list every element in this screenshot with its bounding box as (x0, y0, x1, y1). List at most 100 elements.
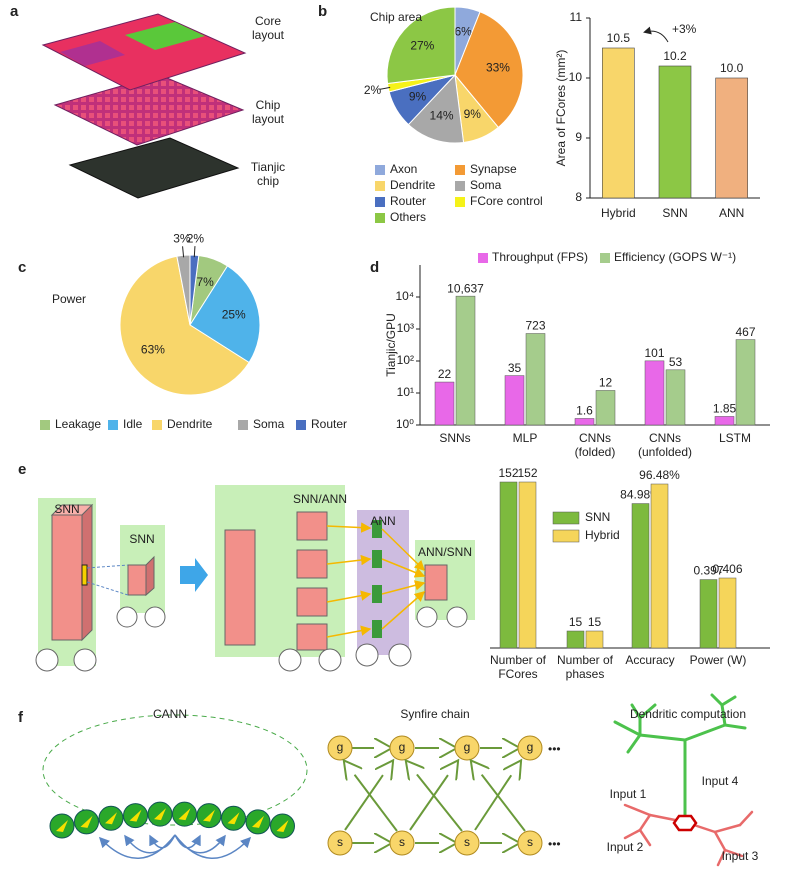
annotation-arrow (643, 26, 669, 43)
legend-label: SNN (585, 510, 610, 524)
legend-label: Dendrite (167, 417, 213, 431)
legend-label: Router (311, 417, 347, 431)
value-label: 101 (644, 346, 664, 360)
bar (658, 65, 692, 199)
neuron-arrow (203, 809, 215, 822)
bar (714, 416, 735, 426)
neuron-arrow (227, 812, 240, 825)
input-label: Input 3 (722, 849, 759, 863)
slice-label: 3% (173, 232, 191, 246)
value-label: 10.2 (663, 49, 687, 63)
slice-label: 9% (409, 89, 427, 103)
y-tick-label: 10¹ (397, 385, 414, 399)
legend-swatch (478, 253, 488, 263)
node (517, 735, 543, 761)
bar (504, 375, 525, 426)
input-label: Input 1 (610, 787, 647, 801)
value-label: 152 (498, 466, 518, 480)
neuron-arrow (178, 808, 191, 821)
x-tick-label: CNNs (unfolded) (637, 431, 693, 459)
y-tick-label: 9 (575, 130, 582, 144)
legend-swatch (375, 165, 385, 175)
neuron-arrow (105, 812, 117, 825)
slice-label: 6% (454, 24, 472, 38)
legend-label: Leakage (55, 417, 101, 431)
legend-label: Efficiency (GOPS W⁻¹) (614, 250, 736, 264)
dendrite-diagram (613, 693, 754, 867)
value-label: 723 (525, 319, 545, 333)
bar (566, 630, 585, 649)
pie-slice (407, 73, 465, 144)
value-label: 0.397 (693, 564, 723, 578)
slice-label: 9% (464, 107, 482, 121)
slice-label: 25% (222, 307, 246, 321)
node (454, 735, 480, 761)
layer-label: Core layout (251, 14, 285, 42)
legend-label: Axon (390, 162, 417, 176)
node-label: s (464, 835, 470, 849)
legend-label: Idle (123, 417, 143, 431)
slice-label: 2% (364, 83, 382, 97)
bar (455, 295, 476, 426)
value-label: 22 (438, 367, 452, 381)
y-tick-label: 10³ (397, 321, 414, 335)
bar (631, 503, 650, 649)
x-tick-label: Accuracy (625, 653, 675, 667)
panel-letter: a (10, 3, 19, 20)
neuron-arrow (56, 820, 68, 832)
block-label: SNN (129, 532, 154, 546)
block-label: ANN/SNN (418, 545, 472, 559)
legend-swatch (455, 197, 465, 207)
cann-diagram (42, 714, 308, 859)
chip-layers (41, 13, 247, 199)
value-label: 10,637 (447, 281, 484, 295)
bar (499, 481, 518, 649)
block-label: ANN (370, 514, 395, 528)
y-tick-label: 10⁰ (396, 417, 414, 431)
bar (602, 47, 635, 199)
x-tick-label: ANN (719, 206, 744, 220)
x-tick-label: MLP (512, 431, 538, 445)
legend-swatch (238, 420, 248, 430)
legend-label: Soma (253, 417, 285, 431)
synfire-diagram (344, 748, 520, 843)
value-label: 10.0 (720, 61, 744, 75)
block-label: SNN/ANN (293, 492, 347, 506)
annotation: +3% (672, 22, 697, 36)
node (327, 735, 353, 761)
legend-label: Dendrite (390, 178, 436, 192)
value-label: 96.48% (639, 468, 680, 482)
diagram-title: Dendritic computation (630, 707, 746, 721)
leader-line (182, 246, 185, 258)
value-label: 10.5 (607, 31, 631, 45)
bar (644, 360, 665, 426)
legend-swatch (152, 420, 162, 430)
value-label: 15 (569, 615, 583, 629)
legend-swatch (40, 420, 50, 430)
neuron-arrow (154, 808, 166, 821)
bar (718, 577, 737, 649)
x-tick-label: SNNs (439, 431, 471, 445)
node (389, 830, 415, 856)
panel-letter: e (18, 461, 26, 478)
pie-slice (189, 265, 261, 364)
diagram-title: CANN (153, 707, 187, 721)
node-label: g (527, 740, 534, 754)
legend-label: Synapse (470, 162, 517, 176)
node-label: s (527, 835, 533, 849)
synapse (407, 762, 463, 832)
ellipsis: ••• (548, 837, 561, 851)
node-label: g (337, 740, 344, 754)
bar (665, 369, 686, 426)
pie-slice (119, 255, 250, 396)
y-tick-label: 10 (569, 70, 583, 84)
input-label: Input 2 (607, 840, 644, 854)
node-label: g (399, 740, 406, 754)
synapse (345, 762, 398, 832)
node (389, 735, 415, 761)
neuron-arrow (80, 815, 93, 828)
node (454, 830, 480, 856)
leader-line (379, 86, 391, 90)
value-label: 15 (588, 615, 602, 629)
legend-swatch (108, 420, 118, 430)
